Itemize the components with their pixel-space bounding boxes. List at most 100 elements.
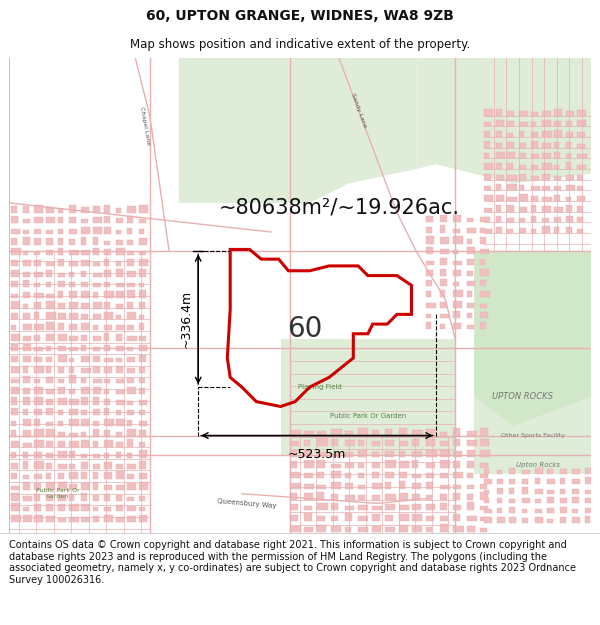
Bar xyxy=(69,336,79,341)
Bar xyxy=(69,217,76,223)
Bar xyxy=(139,355,146,362)
Bar xyxy=(104,282,110,288)
Bar xyxy=(116,471,124,479)
Bar xyxy=(127,464,136,469)
Bar xyxy=(484,195,493,201)
Bar xyxy=(92,302,102,309)
Bar xyxy=(426,314,431,318)
Bar xyxy=(304,513,312,521)
Bar xyxy=(560,507,567,513)
Bar xyxy=(11,229,20,234)
Bar xyxy=(139,315,144,319)
Bar xyxy=(304,450,313,457)
Text: UPTON ROCKS: UPTON ROCKS xyxy=(493,392,553,401)
Bar xyxy=(81,504,91,511)
Bar xyxy=(104,484,112,490)
Bar xyxy=(481,528,487,531)
Bar xyxy=(467,325,474,329)
Bar xyxy=(453,472,463,478)
Bar xyxy=(69,367,74,372)
Bar xyxy=(508,142,514,148)
Bar xyxy=(34,474,42,479)
Bar xyxy=(399,451,406,457)
Bar xyxy=(508,176,517,179)
Bar xyxy=(69,409,79,415)
Bar xyxy=(11,493,19,501)
Bar xyxy=(481,269,488,276)
Bar xyxy=(34,409,43,415)
Bar xyxy=(519,111,528,116)
Bar xyxy=(522,518,527,522)
Bar xyxy=(372,526,381,531)
Bar xyxy=(116,283,124,288)
Bar xyxy=(139,430,146,436)
Bar xyxy=(385,451,394,457)
Bar xyxy=(467,526,475,531)
Bar xyxy=(127,312,136,319)
Bar xyxy=(542,143,551,148)
Bar xyxy=(508,121,514,126)
Bar xyxy=(481,304,487,308)
Bar xyxy=(81,419,89,426)
Bar xyxy=(304,473,313,478)
Text: Playing Field: Playing Field xyxy=(298,384,341,390)
Bar xyxy=(372,441,380,446)
Text: ~80638m²/~19.926ac.: ~80638m²/~19.926ac. xyxy=(218,198,459,217)
Bar xyxy=(522,487,529,494)
Bar xyxy=(23,230,29,234)
Bar xyxy=(412,451,422,457)
Bar xyxy=(46,217,55,223)
Bar xyxy=(496,152,505,158)
Bar xyxy=(116,379,124,383)
Bar xyxy=(304,493,313,499)
Bar xyxy=(139,421,148,426)
Bar xyxy=(317,460,325,468)
Bar xyxy=(34,357,42,362)
Bar xyxy=(519,207,527,212)
Bar xyxy=(467,494,473,499)
Bar xyxy=(139,229,144,234)
Bar xyxy=(34,504,41,511)
Bar xyxy=(34,336,40,341)
Bar xyxy=(23,515,32,522)
Bar xyxy=(23,336,31,341)
Bar xyxy=(344,482,353,489)
Bar xyxy=(104,462,112,469)
Bar xyxy=(58,323,64,330)
Bar xyxy=(11,388,19,394)
Bar xyxy=(344,473,352,478)
Bar xyxy=(481,517,490,521)
Bar xyxy=(290,472,301,478)
Bar xyxy=(23,292,29,298)
Bar xyxy=(531,176,539,179)
Bar xyxy=(11,260,18,266)
Bar xyxy=(127,429,136,436)
Bar xyxy=(23,251,28,255)
Text: Sandy Lane: Sandy Lane xyxy=(350,92,367,129)
Bar xyxy=(560,498,566,503)
Bar xyxy=(116,400,125,404)
Bar xyxy=(440,516,448,521)
Bar xyxy=(92,516,100,522)
Bar xyxy=(577,144,585,148)
Bar xyxy=(496,131,502,137)
Bar xyxy=(508,218,514,222)
Bar xyxy=(81,207,89,212)
Bar xyxy=(81,314,88,319)
Bar xyxy=(81,323,89,330)
Bar xyxy=(46,346,51,351)
Bar xyxy=(11,270,19,277)
Bar xyxy=(23,324,32,330)
Bar xyxy=(453,428,460,436)
Bar xyxy=(81,440,89,448)
Bar xyxy=(440,258,447,265)
Bar xyxy=(11,216,18,223)
Bar xyxy=(81,378,86,383)
Bar xyxy=(531,132,538,137)
Bar xyxy=(58,398,67,404)
Bar xyxy=(116,366,123,372)
Bar xyxy=(372,506,382,510)
Bar xyxy=(139,346,147,351)
Bar xyxy=(92,291,98,298)
Bar xyxy=(440,302,446,308)
